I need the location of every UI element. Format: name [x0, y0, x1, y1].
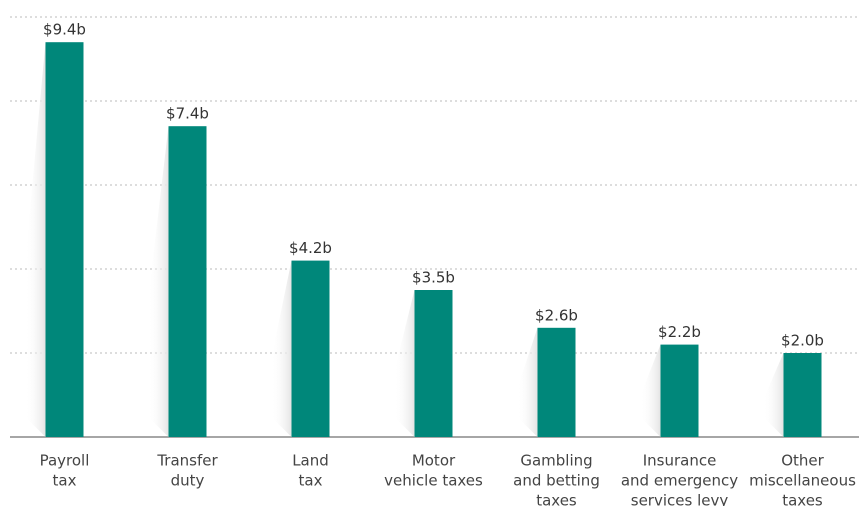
x-tick-label: tax	[53, 472, 77, 490]
x-tick-label: tax	[299, 472, 323, 490]
x-tick-label: duty	[171, 472, 205, 490]
data-label: $7.4b	[166, 105, 209, 123]
bar	[660, 344, 699, 437]
x-tick-label: taxes	[782, 492, 823, 506]
bar-shadow	[517, 327, 538, 437]
x-tick-label: Transfer	[156, 452, 218, 470]
x-tick-label: services levy	[631, 492, 729, 506]
data-label: $2.2b	[658, 323, 701, 341]
bar-shadow	[640, 344, 661, 437]
data-label: $3.5b	[412, 269, 455, 287]
x-tick-label: taxes	[536, 492, 577, 506]
x-tick-label: Payroll	[40, 452, 90, 470]
bar-shadow	[271, 260, 292, 437]
x-tick-label: and betting	[513, 472, 600, 490]
data-label: $9.4b	[43, 21, 86, 39]
x-tick-label: Land	[292, 452, 329, 470]
bar	[168, 126, 207, 437]
x-tick-label: Gambling	[520, 452, 592, 470]
x-tick-label: Other	[781, 452, 824, 470]
data-label: $2.6b	[535, 306, 578, 324]
bar	[414, 290, 453, 437]
data-label: $4.2b	[289, 239, 332, 257]
bar-shadow	[763, 353, 784, 437]
x-tick-label: miscellaneous	[749, 472, 856, 490]
bar-shadow	[25, 42, 46, 437]
data-label: $2.0b	[781, 332, 824, 350]
x-tick-label: Motor	[412, 452, 456, 470]
bar-shadow	[394, 290, 415, 437]
x-tick-label: vehicle taxes	[384, 472, 483, 490]
bar	[783, 353, 822, 437]
bar	[45, 42, 84, 437]
bar	[537, 327, 576, 437]
bar-shadow	[148, 126, 169, 437]
x-tick-label: and emergency	[621, 472, 738, 490]
x-tick-label: Insurance	[643, 452, 717, 470]
bar	[291, 260, 330, 437]
